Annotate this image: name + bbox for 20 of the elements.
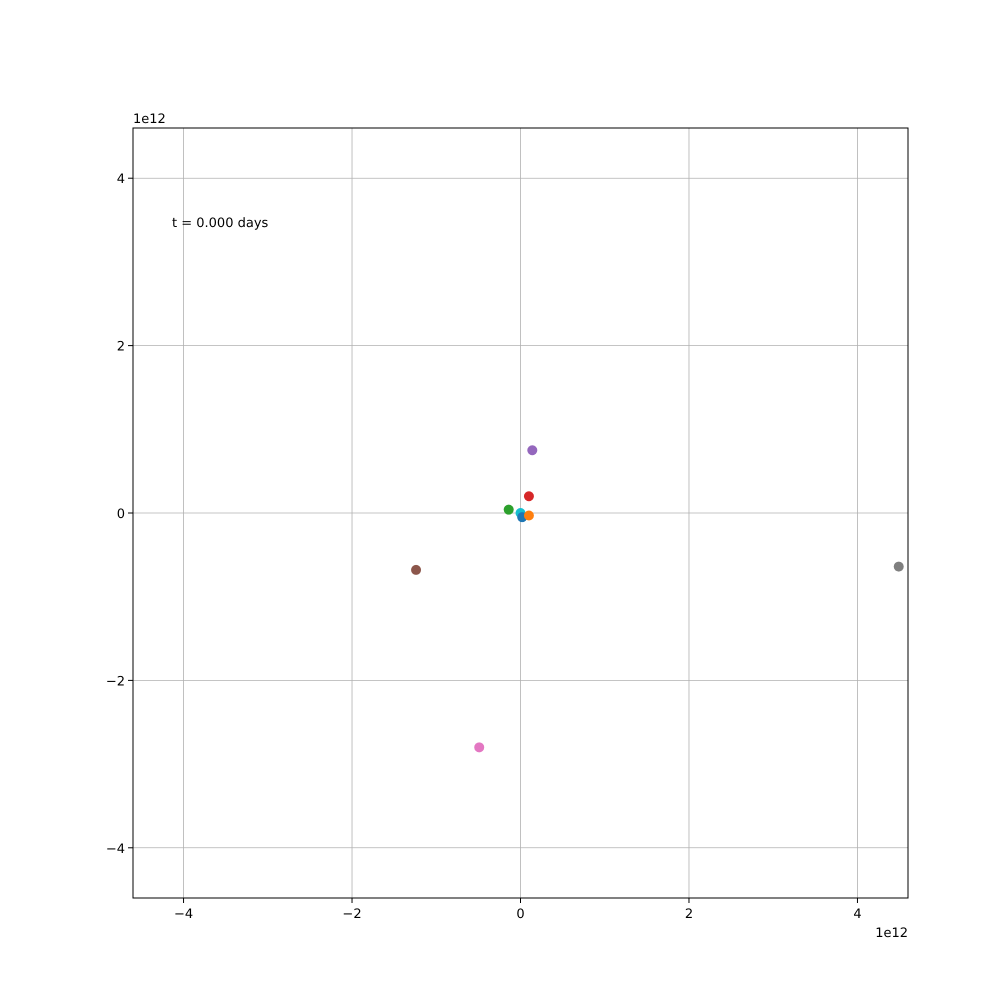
text: 1e12 xyxy=(133,112,166,127)
point xyxy=(524,491,534,502)
y-tick-label: 0 xyxy=(116,507,125,522)
y-tick-label: −4 xyxy=(106,842,125,857)
x-tick-label: 0 xyxy=(516,907,525,922)
point xyxy=(894,562,904,572)
point xyxy=(524,510,534,520)
point xyxy=(474,742,484,752)
y-tick-label: −2 xyxy=(106,674,125,690)
point xyxy=(527,445,538,456)
x-tick-label: −4 xyxy=(174,907,194,922)
y-tick-label: 4 xyxy=(116,172,125,188)
y-tick-label: 2 xyxy=(116,340,125,355)
point xyxy=(411,564,422,575)
x-tick-label: 4 xyxy=(853,907,862,922)
point xyxy=(504,504,514,515)
annotation: t = 0.000 days xyxy=(172,216,269,231)
x-tick-label: 2 xyxy=(684,907,694,922)
text: 1e12 xyxy=(875,926,908,941)
x-tick-label: −2 xyxy=(342,907,362,922)
